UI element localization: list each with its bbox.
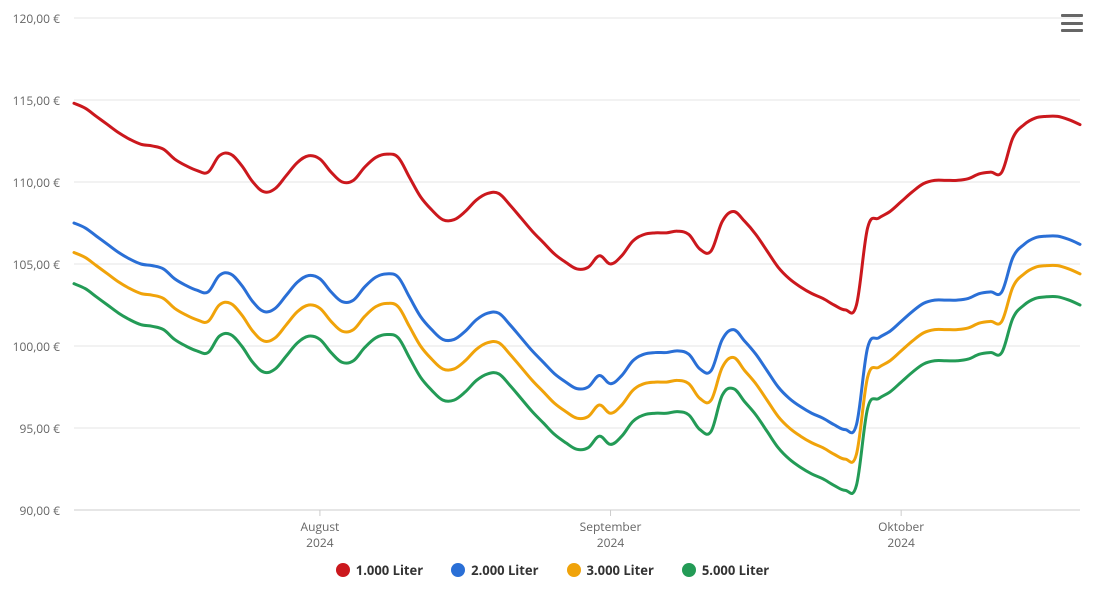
series-line[interactable]: [74, 253, 1080, 463]
legend-item[interactable]: 5.000 Liter: [682, 561, 769, 579]
legend-item[interactable]: 3.000 Liter: [567, 561, 654, 579]
legend-label: 3.000 Liter: [587, 561, 654, 579]
y-axis-label: 120,00 €: [0, 10, 60, 27]
legend-label: 5.000 Liter: [702, 561, 769, 579]
x-axis-sublabel: 2024: [306, 534, 333, 551]
legend-item[interactable]: 2.000 Liter: [451, 561, 538, 579]
y-axis-label: 95,00 €: [0, 420, 60, 437]
x-axis-label: August: [300, 518, 339, 535]
legend-swatch: [451, 563, 465, 577]
legend-swatch: [336, 563, 350, 577]
price-chart: 1.000 Liter 2.000 Liter 3.000 Liter 5.000 L…: [0, 0, 1105, 602]
series-line[interactable]: [74, 223, 1080, 433]
legend-label: 2.000 Liter: [471, 561, 538, 579]
y-axis-label: 105,00 €: [0, 256, 60, 273]
legend-swatch: [682, 563, 696, 577]
y-axis-label: 100,00 €: [0, 338, 60, 355]
legend-item[interactable]: 1.000 Liter: [336, 561, 423, 579]
plot-area: [0, 0, 1105, 602]
y-axis-label: 90,00 €: [0, 502, 60, 519]
x-axis-label: September: [580, 518, 642, 535]
y-axis-label: 110,00 €: [0, 174, 60, 191]
x-axis-sublabel: 2024: [887, 534, 914, 551]
legend-label: 1.000 Liter: [356, 561, 423, 579]
y-axis-label: 115,00 €: [0, 92, 60, 109]
series-line[interactable]: [74, 103, 1080, 313]
legend: 1.000 Liter 2.000 Liter 3.000 Liter 5.000 L…: [0, 560, 1105, 582]
x-axis-sublabel: 2024: [597, 534, 624, 551]
x-axis-label: Oktober: [878, 518, 924, 535]
legend-swatch: [567, 563, 581, 577]
